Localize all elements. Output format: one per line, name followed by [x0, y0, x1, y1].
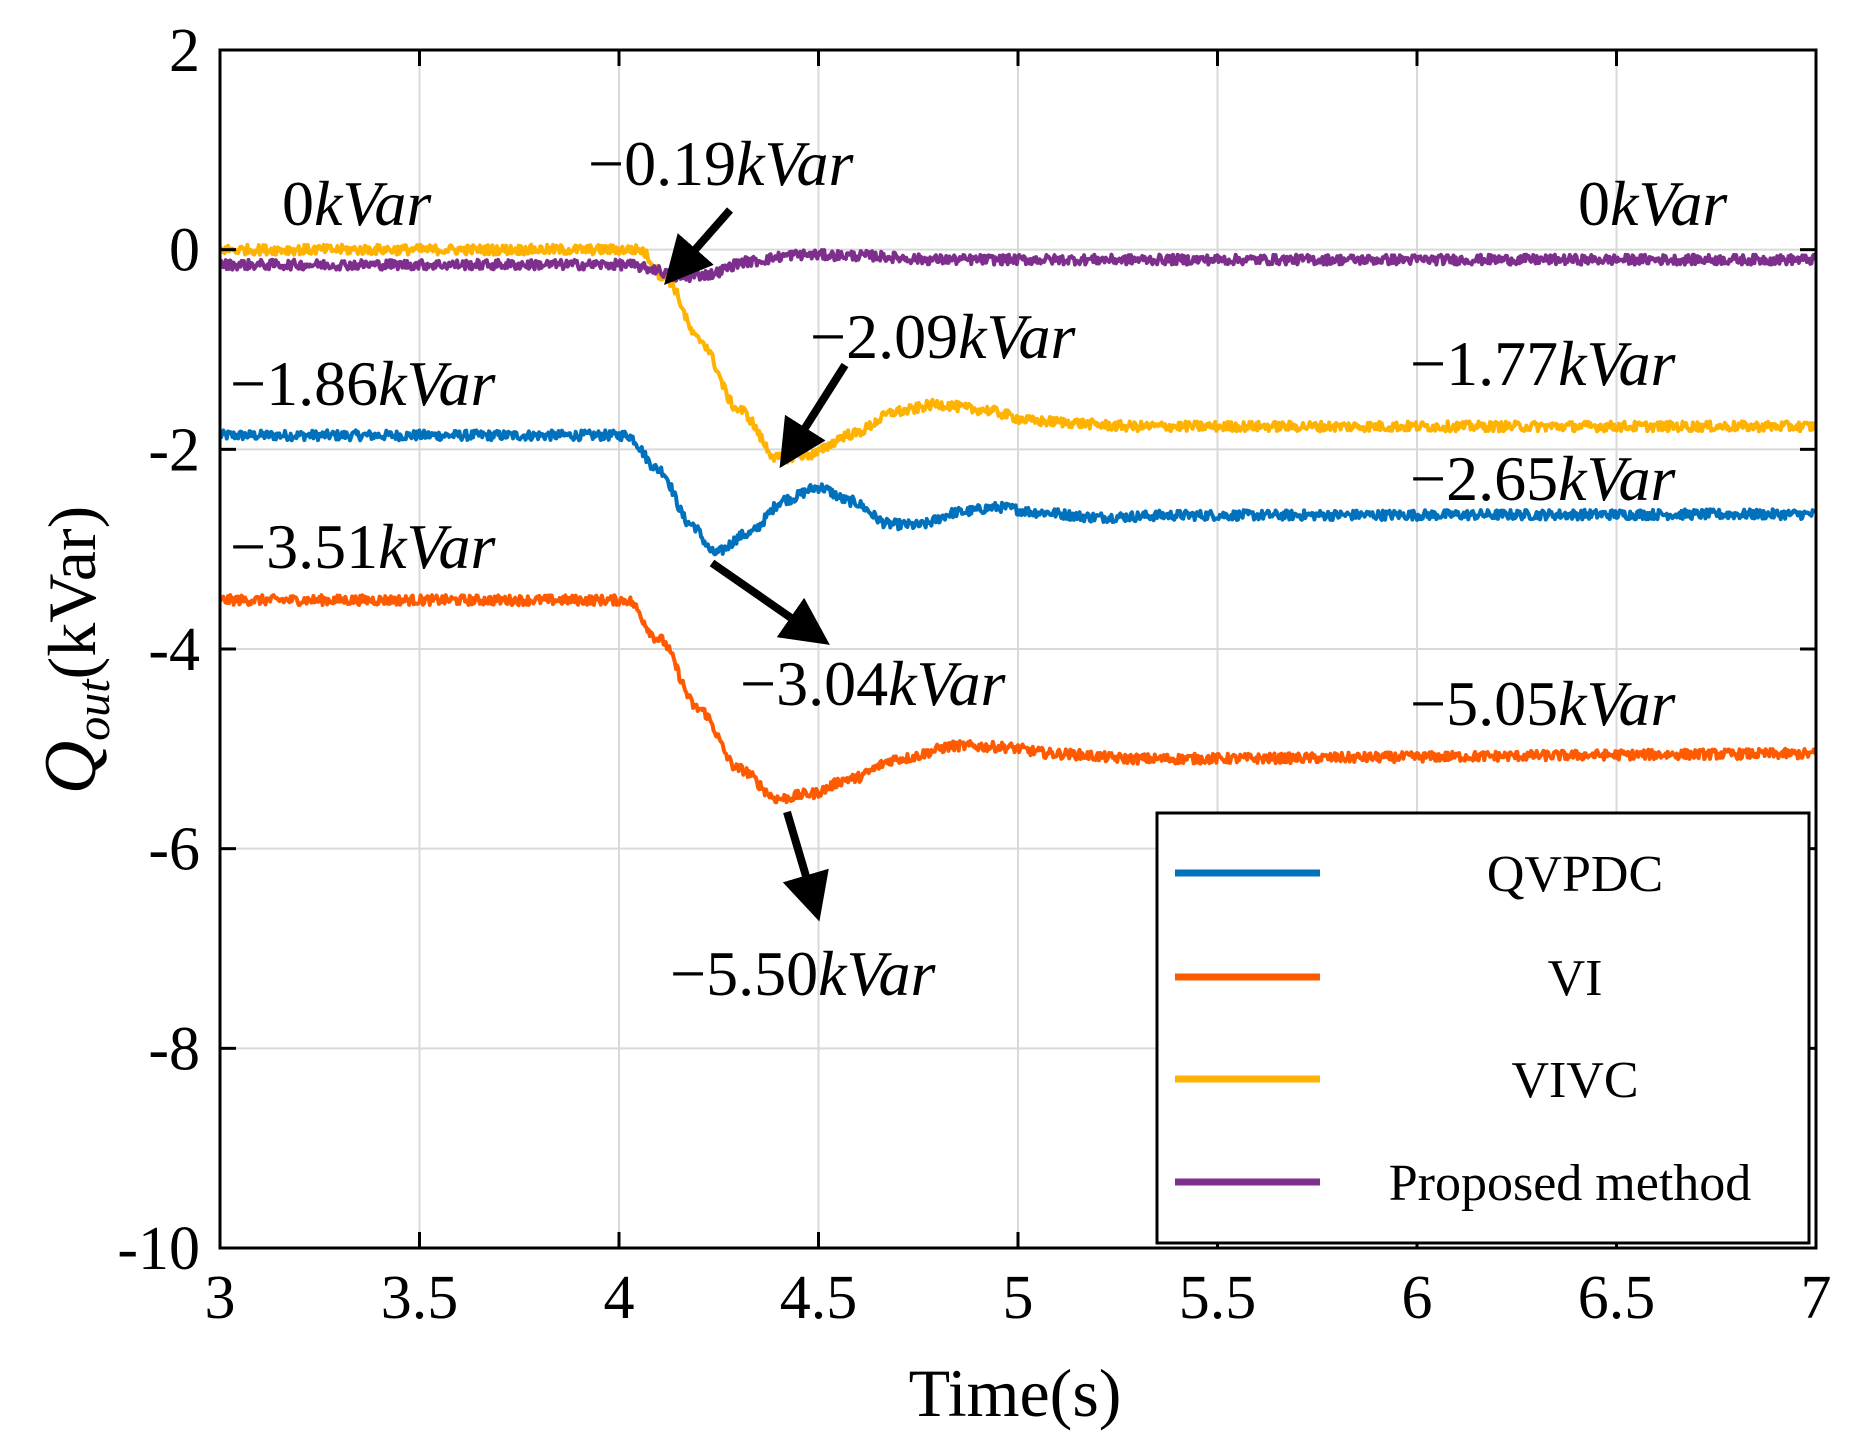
- annotation-proposed-end: 0kVar: [1578, 168, 1728, 239]
- y-axis-title: Qout(kVar): [30, 506, 120, 794]
- annotation-vivc-end: −1.77kVar: [1410, 328, 1677, 399]
- annotation-arrows: [664, 207, 849, 922]
- axis-ticks: 3 3.5 4 4.5 5 5.5 6 6.5 7 2 0 -2 -4 -6 -8 -10: [117, 17, 1831, 1332]
- annotation-qvpdc-end: −2.65kVar: [1410, 443, 1677, 514]
- series-line-qvpdc: [220, 428, 1816, 557]
- annotation-qvpdc-start: −1.86kVar: [230, 348, 497, 419]
- x-tick-label: 6.5: [1578, 1264, 1656, 1332]
- legend: QVPDC VI VIVC Proposed method: [1155, 811, 1811, 1245]
- x-axis-title: Time(s): [909, 1355, 1122, 1431]
- arrow-vivc-min: [779, 362, 849, 469]
- annotation-qvpdc-min: −3.04kVar: [740, 648, 1007, 719]
- x-tick-label: 6: [1402, 1264, 1433, 1332]
- x-tick-label: 4: [604, 1264, 635, 1332]
- arrow-proposed-min: [664, 207, 734, 286]
- x-tick-label: 3.5: [381, 1264, 459, 1332]
- x-tick-label: 3: [205, 1264, 236, 1332]
- annotation-vi-min: −5.50kVar: [670, 938, 937, 1009]
- annotation-proposed-start: 0kVar: [282, 168, 432, 239]
- y-tick-label: 0: [169, 217, 200, 285]
- series-line-vivc: [220, 242, 1816, 465]
- y-tick-label: -8: [148, 1015, 200, 1083]
- y-tick-label: -2: [148, 416, 200, 484]
- series-lines: [220, 242, 1816, 805]
- series-line-vi: [220, 593, 1816, 805]
- x-tick-label: 4.5: [780, 1264, 858, 1332]
- arrow-vi-min: [782, 810, 829, 922]
- annotation-vi-start: −3.51kVar: [230, 511, 497, 582]
- legend-label-vi: VI: [1548, 950, 1603, 1007]
- x-tick-label: 7: [1801, 1264, 1832, 1332]
- legend-box: [1155, 811, 1811, 1245]
- annotation-proposed-min: −0.19kVar: [588, 128, 855, 199]
- annotation-vivc-min: −2.09kVar: [810, 301, 1077, 372]
- x-tick-label: 5.5: [1179, 1264, 1257, 1332]
- y-tick-label: -10: [117, 1215, 200, 1283]
- legend-label-proposed: Proposed method: [1389, 1155, 1752, 1212]
- series-line-proposed-method: [220, 248, 1816, 284]
- x-tick-label: 5: [1003, 1264, 1034, 1332]
- y-tick-label: 2: [169, 17, 200, 85]
- annotation-vi-end: −5.05kVar: [1410, 668, 1677, 739]
- legend-label-vivc: VIVC: [1511, 1052, 1638, 1109]
- y-tick-label: -4: [148, 616, 200, 684]
- arrow-qvpdc-min: [709, 559, 830, 645]
- y-tick-label: -6: [148, 816, 200, 884]
- legend-label-qvpdc: QVPDC: [1487, 846, 1663, 903]
